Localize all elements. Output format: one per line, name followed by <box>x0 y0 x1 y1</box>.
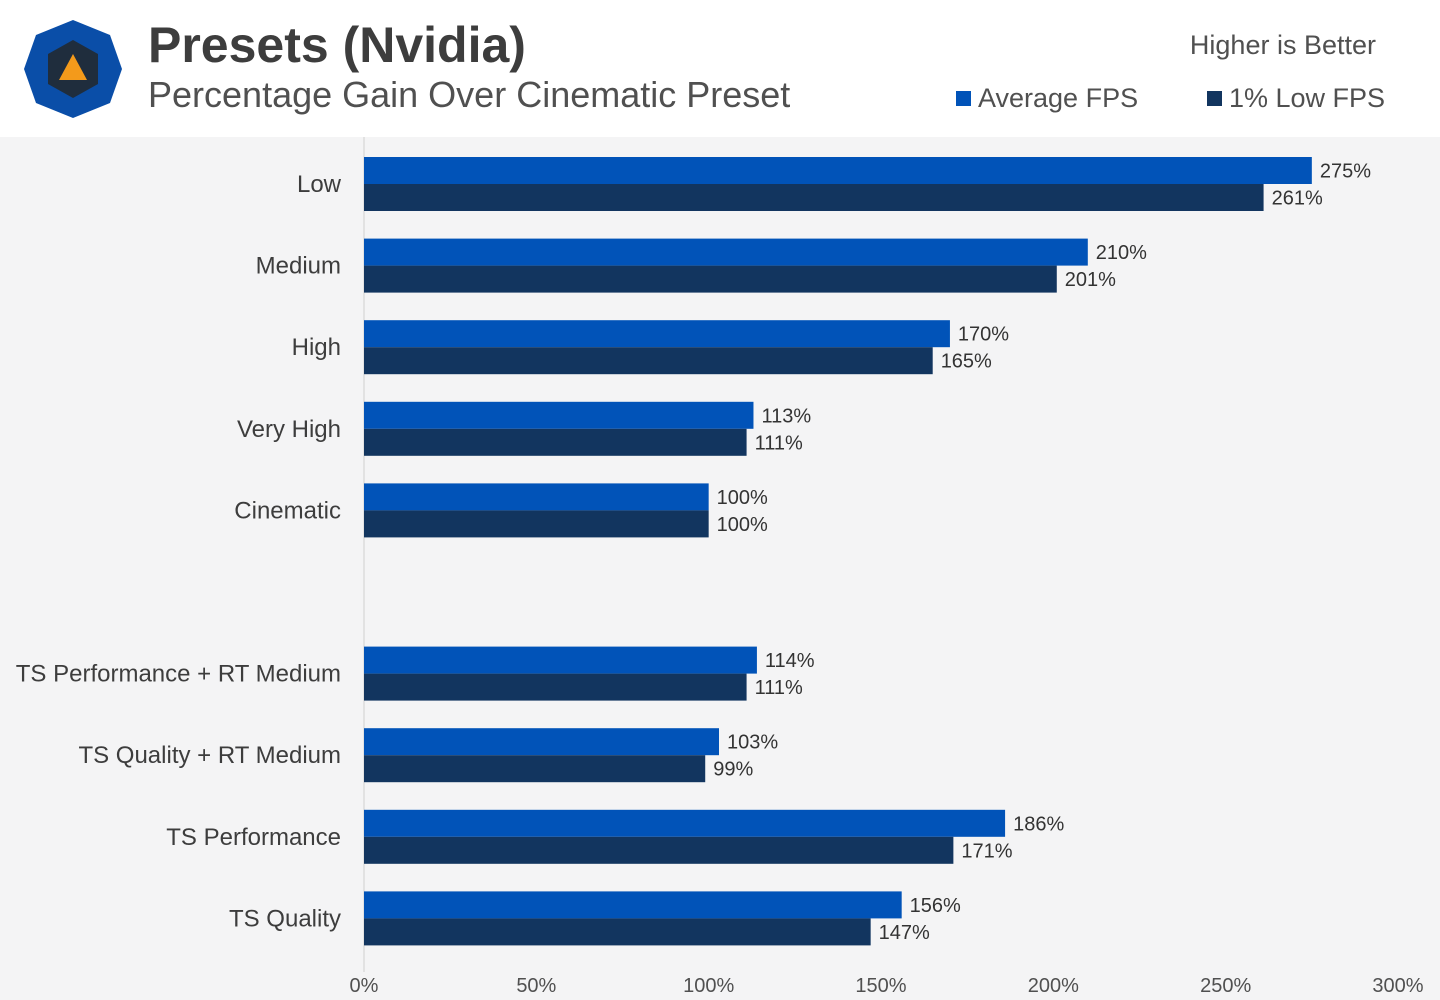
bar-average-fps-medium <box>364 238 1088 266</box>
bar-average-fps-ts-quality-plus-rt-medium <box>364 728 720 756</box>
bar-1-low-fps-very-high <box>364 428 747 456</box>
data-label-average-fps-high: 170% <box>958 324 1009 346</box>
bar-1-low-fps-ts-performance <box>364 836 954 864</box>
category-label-very-high: Very High <box>237 416 341 443</box>
x-tick-label-0: 0% <box>350 975 379 997</box>
data-label-1-low-fps-very-high: 111% <box>755 432 803 454</box>
legend-swatch-average-fps <box>956 90 971 106</box>
bar-1-low-fps-medium <box>364 265 1057 293</box>
data-label-average-fps-medium: 210% <box>1096 242 1147 264</box>
bar-1-low-fps-ts-performance-plus-rt-medium <box>364 673 747 701</box>
bar-chart: Low 275% 261% Medium 210% 201% High 170% 165% Ver… <box>16 137 1424 997</box>
x-tick-label-200: 200% <box>1028 975 1079 997</box>
legend-label-1pct-low-fps: 1% Low FPS <box>1229 82 1386 113</box>
bar-1-low-fps-ts-quality <box>364 918 871 946</box>
category-label-cinematic: Cinematic <box>234 497 341 524</box>
bar-average-fps-ts-performance-plus-rt-medium <box>364 646 757 674</box>
data-label-1-low-fps-ts-performance-plus-rt-medium: 111% <box>755 677 803 699</box>
x-tick-label-100: 100% <box>683 975 734 997</box>
hexagon-triangle-logo-icon <box>24 20 122 118</box>
data-label-1-low-fps-ts-quality-plus-rt-medium: 99% <box>713 759 753 781</box>
bar-average-fps-cinematic <box>364 483 709 511</box>
bar-1-low-fps-high <box>364 347 933 375</box>
category-label-ts-performance: TS Performance <box>166 824 341 851</box>
data-label-1-low-fps-high: 165% <box>941 351 992 373</box>
bar-average-fps-low <box>364 157 1312 184</box>
category-label-ts-performance-plus-rt-medium: TS Performance + RT Medium <box>16 661 341 688</box>
data-label-1-low-fps-low: 261% <box>1272 188 1323 210</box>
bar-average-fps-ts-quality <box>364 891 902 919</box>
higher-is-better-note: Higher is Better <box>1189 30 1376 60</box>
legend-swatch-1pct-low-fps <box>1207 90 1222 106</box>
chart-title: Presets (Nvidia) <box>148 17 526 73</box>
logo-triangle <box>59 54 87 80</box>
bar-average-fps-high <box>364 320 950 348</box>
legend-label-average-fps: Average FPS <box>978 82 1139 113</box>
category-label-low: Low <box>297 171 342 198</box>
category-label-ts-quality-plus-rt-medium: TS Quality + RT Medium <box>78 742 341 769</box>
data-label-average-fps-ts-performance-plus-rt-medium: 114% <box>765 650 815 672</box>
data-label-1-low-fps-medium: 201% <box>1065 269 1116 291</box>
data-label-average-fps-low: 275% <box>1320 161 1371 183</box>
bar-1-low-fps-low <box>364 184 1264 211</box>
chart-header: Presets (Nvidia) Percentage Gain Over Ci… <box>0 0 1440 137</box>
bar-average-fps-ts-performance <box>364 809 1006 837</box>
category-label-ts-quality: TS Quality <box>229 905 341 932</box>
data-label-average-fps-cinematic: 100% <box>717 487 768 509</box>
bar-1-low-fps-ts-quality-plus-rt-medium <box>364 755 706 783</box>
data-label-average-fps-ts-quality: 156% <box>910 895 961 917</box>
x-tick-label-250: 250% <box>1200 975 1251 997</box>
bar-1-low-fps-cinematic <box>364 510 709 538</box>
legend-item-average-fps: Average FPS <box>956 82 1138 114</box>
data-label-average-fps-ts-performance: 186% <box>1013 813 1064 835</box>
x-tick-label-50: 50% <box>516 975 556 997</box>
x-tick-label-150: 150% <box>855 975 906 997</box>
x-tick-label-300: 300% <box>1372 975 1423 997</box>
data-label-1-low-fps-cinematic: 100% <box>717 514 768 536</box>
data-label-average-fps-ts-quality-plus-rt-medium: 103% <box>727 732 778 754</box>
category-label-high: High <box>292 334 341 361</box>
chart-subtitle: Percentage Gain Over Cinematic Preset <box>148 74 791 115</box>
data-label-1-low-fps-ts-quality: 147% <box>879 922 930 944</box>
legend-item-1pct-low-fps: 1% Low FPS <box>1207 82 1385 114</box>
category-label-medium: Medium <box>256 253 341 280</box>
bar-average-fps-very-high <box>364 401 754 429</box>
data-label-1-low-fps-ts-performance: 171% <box>961 840 1012 862</box>
chart-plot-area: Low 275% 261% Medium 210% 201% High 170% 165% Ver… <box>0 137 1440 1000</box>
data-label-average-fps-very-high: 113% <box>761 405 811 427</box>
